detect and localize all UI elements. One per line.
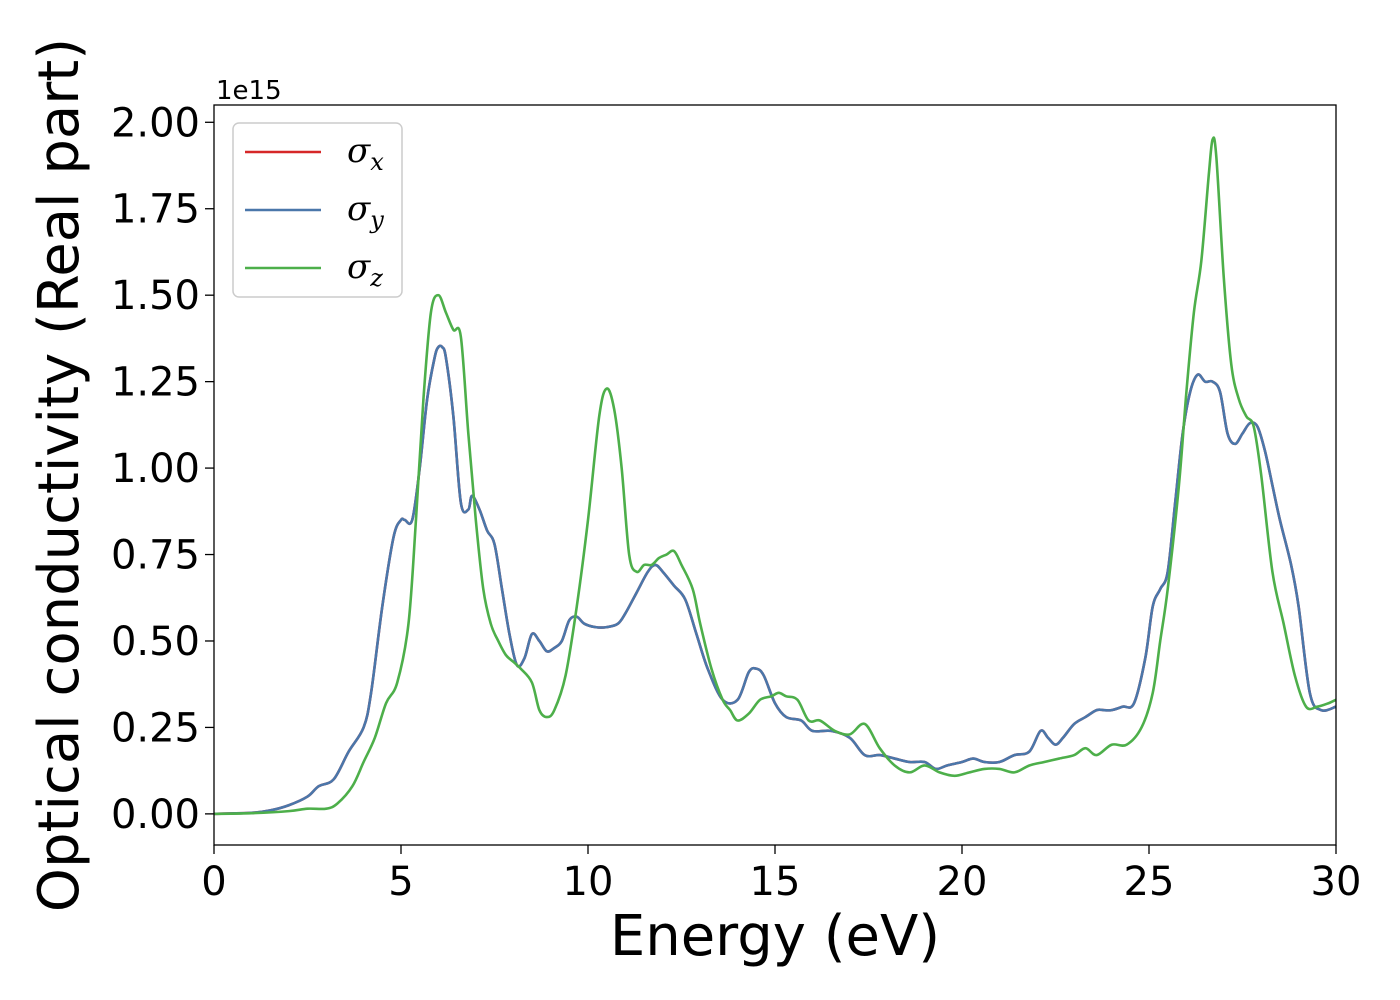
x-tick-label: 20 bbox=[937, 859, 988, 905]
legend-items: σx σy σz bbox=[245, 131, 384, 292]
x-tick-label: 15 bbox=[750, 859, 801, 905]
legend: σx σy σz bbox=[232, 122, 403, 298]
x-tick-label: 25 bbox=[1124, 859, 1175, 905]
y-tick-label: 1.25 bbox=[111, 360, 200, 406]
y-tick-label: 2.00 bbox=[111, 100, 200, 146]
x-tick-label: 30 bbox=[1311, 859, 1362, 905]
y-tick-label: 1.50 bbox=[111, 273, 200, 319]
y-tick-label: 0.00 bbox=[111, 792, 200, 838]
legend-label-sigma-z: σz bbox=[347, 247, 383, 292]
y-axis-title: Optical conductivity (Real part) bbox=[27, 38, 92, 912]
x-tick-label: 0 bbox=[201, 859, 226, 905]
y-offset-label: 1e15 bbox=[216, 76, 282, 106]
x-tick-label: 10 bbox=[563, 859, 614, 905]
x-axis-title: Energy (eV) bbox=[610, 904, 940, 969]
y-tick-label: 1.75 bbox=[111, 187, 200, 233]
series-line-sigma-z bbox=[214, 136, 1336, 816]
legend-label-sigma-x: σx bbox=[347, 131, 384, 176]
y-tick-label: 0.50 bbox=[111, 619, 200, 665]
y-axis: 0.00 0.25 0.50 0.75 1.00 1.25 1.50 1.75 2.00 bbox=[111, 100, 214, 838]
x-tick-label: 5 bbox=[388, 859, 413, 905]
legend-label-sigma-y: σy bbox=[347, 189, 384, 234]
y-tick-label: 0.25 bbox=[111, 705, 200, 751]
y-tick-label: 1.00 bbox=[111, 446, 200, 492]
x-axis: 0 5 10 15 20 25 30 bbox=[201, 845, 1361, 905]
y-tick-label: 0.75 bbox=[111, 533, 200, 579]
series-layer bbox=[214, 136, 1336, 816]
